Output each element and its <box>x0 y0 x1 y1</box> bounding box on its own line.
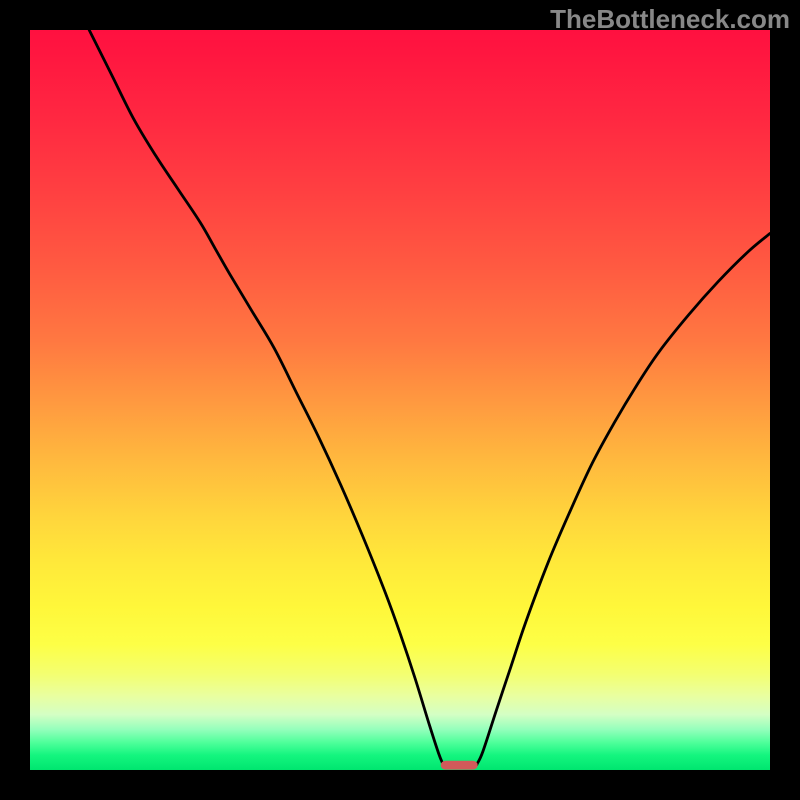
bottleneck-chart: TheBottleneck.com <box>0 0 800 800</box>
gradient-background <box>30 30 770 770</box>
optimal-point-marker <box>441 761 478 770</box>
watermark-text: TheBottleneck.com <box>550 4 790 35</box>
plot-svg <box>30 30 770 770</box>
plot-area <box>30 30 770 770</box>
